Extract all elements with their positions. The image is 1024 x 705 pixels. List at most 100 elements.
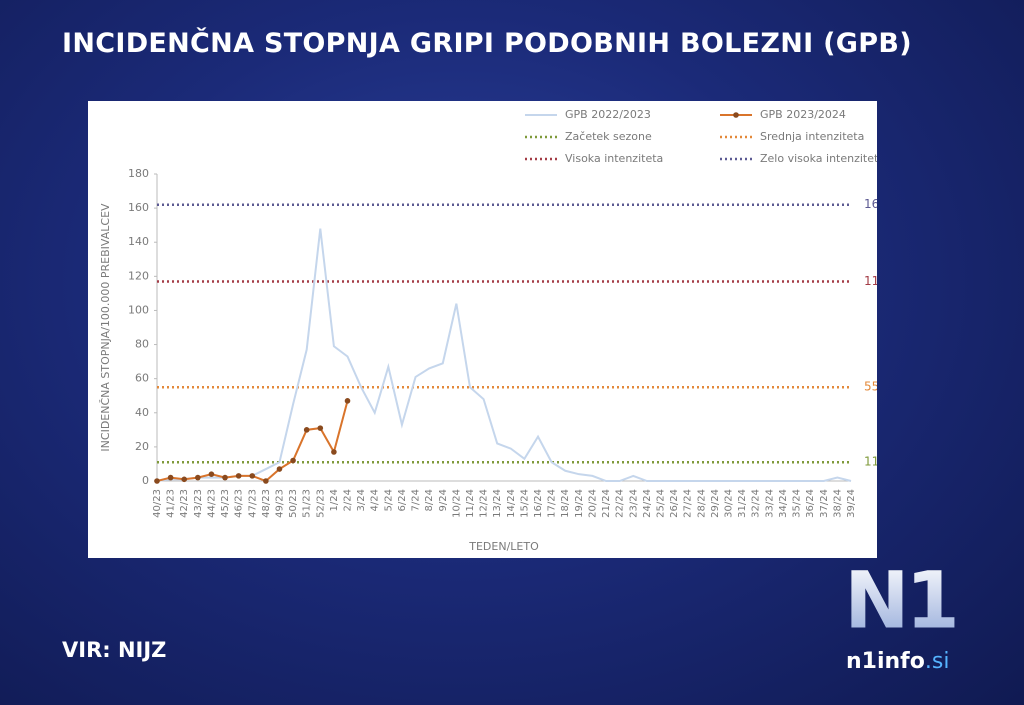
x-tick-label: 42/23: [179, 489, 190, 518]
x-tick-label: 41/23: [166, 489, 177, 518]
x-tick-label: 29/24: [710, 489, 721, 518]
series-line: [156, 228, 852, 482]
legend-label: Zelo visoka intenziteta: [760, 152, 877, 165]
point: [317, 425, 324, 431]
threshold-label: 55: [864, 380, 877, 394]
x-tick-label: 31/24: [737, 489, 748, 518]
x-tick-label: 11/24: [465, 489, 476, 518]
y-tick-label: 120: [128, 269, 149, 282]
x-tick-label: 23/24: [628, 489, 639, 518]
x-tick-label: 51/23: [302, 489, 313, 518]
point: [276, 466, 283, 472]
x-tick-label: 22/24: [615, 489, 626, 518]
y-tick-label: 40: [135, 406, 149, 419]
legend-label: Visoka intenziteta: [565, 152, 663, 165]
legend-label: GPB 2022/2023: [565, 108, 651, 121]
y-tick-label: 160: [128, 201, 149, 214]
x-axis-title: TEDEN/LETO: [468, 540, 539, 553]
x-tick-label: 21/24: [601, 489, 612, 518]
logo-site: n1info.si: [846, 649, 949, 674]
legend-label: Srednja intenziteta: [760, 130, 864, 143]
x-tick-label: 28/24: [696, 489, 707, 518]
y-tick-label: 0: [142, 474, 149, 487]
x-tick-label: 5/24: [383, 489, 394, 511]
x-tick-label: 38/24: [832, 489, 843, 518]
point: [181, 476, 188, 483]
point: [154, 478, 160, 484]
threshold-label: 11: [864, 455, 877, 469]
point: [208, 471, 215, 477]
headline: INCIDENČNA STOPNJA GRIPI PODOBNIH BOLEZN…: [62, 28, 912, 59]
chart: 0 20 40 60 80 100 120 140 160 180 INCIDENČNA STOPN…: [88, 101, 877, 558]
x-tick-label: 48/23: [261, 489, 272, 518]
x-tick-label: 16/24: [533, 489, 544, 518]
x-tick-label: 39/24: [846, 489, 857, 518]
logo-mark: N1: [844, 566, 956, 646]
legend-label: GPB 2023/2024: [760, 108, 846, 121]
x-tick-label: 1/24: [329, 489, 340, 511]
point: [222, 474, 228, 481]
logo-site-name: n1info: [846, 649, 925, 674]
x-tick-label: 17/24: [547, 489, 558, 518]
x-tick-label: 40/23: [152, 489, 163, 518]
legend-label: Začetek sezone: [565, 130, 652, 143]
x-tick-label: 32/24: [751, 489, 762, 518]
x-tick-label: 3/24: [356, 489, 367, 511]
x-tick-label: 20/24: [587, 489, 598, 518]
x-tick-label: 34/24: [778, 489, 789, 518]
point: [195, 474, 201, 481]
x-tick-label: 37/24: [819, 489, 830, 518]
x-tick-label: 36/24: [805, 489, 816, 518]
x-tick-label: 8/24: [424, 489, 435, 511]
point: [331, 449, 337, 455]
y-tick-label: 180: [128, 167, 149, 180]
y-tick-label: 60: [135, 372, 149, 385]
x-tick-label: 33/24: [764, 489, 775, 518]
logo: N1 n1info.si: [844, 566, 960, 674]
x-tick-label: 52/23: [315, 489, 326, 518]
point: [303, 427, 310, 433]
x-tick-label: 27/24: [683, 489, 694, 518]
x-tick-label: 44/23: [206, 489, 217, 518]
y-tick-label: 140: [128, 235, 149, 248]
y-tick-label: 100: [128, 303, 149, 316]
x-tick-label: 43/23: [193, 489, 204, 518]
x-tick-label: 45/23: [220, 489, 231, 518]
x-tick-label: 12/24: [479, 489, 490, 518]
point: [249, 473, 256, 479]
x-tick-label: 47/23: [247, 489, 258, 518]
y-axis-title: INCIDENČNA STOPNJA/100.000 PREBIVALCEV: [99, 203, 112, 452]
x-tick-label: 18/24: [560, 489, 571, 518]
source: VIR: NIJZ: [62, 638, 167, 662]
x-tick-label: 25/24: [655, 489, 666, 518]
legend-point: [733, 112, 739, 118]
y-tick-label: 80: [135, 338, 149, 351]
x-tick-label: 26/24: [669, 489, 680, 518]
x-tick-label: 14/24: [506, 489, 517, 518]
x-tick-label: 2/24: [343, 489, 354, 511]
x-tick-label: 15/24: [519, 489, 530, 518]
x-tick-label: 24/24: [642, 489, 653, 518]
logo-domain: .si: [925, 649, 950, 674]
x-tick-label: 7/24: [411, 489, 422, 511]
x-tick-label: 30/24: [724, 489, 735, 518]
x-tick-label: 6/24: [397, 489, 408, 511]
point: [263, 478, 269, 484]
x-tick-label: 46/23: [234, 489, 245, 518]
x-tick-label: 49/23: [274, 489, 285, 518]
y-tick-label: 20: [135, 440, 149, 453]
x-tick-label: 9/24: [438, 489, 449, 511]
threshold-label: 117: [864, 274, 877, 288]
x-tick-label: 50/23: [288, 489, 299, 518]
x-tick-label: 10/24: [451, 489, 462, 518]
point: [235, 473, 242, 479]
x-tick-label: 19/24: [574, 489, 585, 518]
threshold-label: 162: [864, 197, 877, 211]
point: [290, 457, 296, 464]
x-tick-label: 13/24: [492, 489, 503, 518]
x-tick-label: 35/24: [792, 489, 803, 518]
x-tick-label: 4/24: [370, 489, 381, 511]
point: [344, 398, 351, 404]
point: [167, 474, 174, 481]
